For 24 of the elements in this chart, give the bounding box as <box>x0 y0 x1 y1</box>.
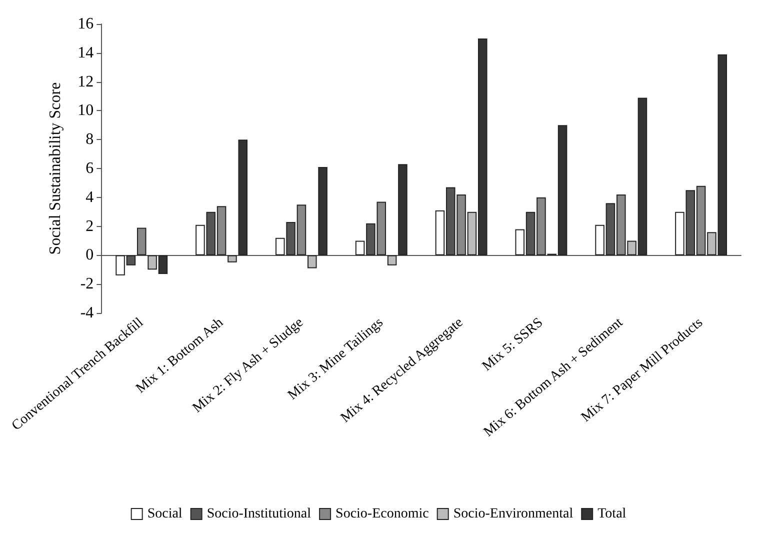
y-tick-label: -2 <box>80 276 94 293</box>
bar <box>318 167 328 256</box>
y-tick-label: 8 <box>86 131 94 148</box>
y-tick-label: 4 <box>86 188 94 206</box>
y-axis-title: Social Sustainability Score <box>47 82 64 255</box>
bar <box>387 255 397 266</box>
y-tick-label: 2 <box>86 218 94 235</box>
y-tick-label: 14 <box>78 44 94 62</box>
y-tick-label: 6 <box>86 160 94 177</box>
legend-label: Socio-Environmental <box>453 506 574 522</box>
y-tick-label: 0 <box>86 246 94 264</box>
y-tick-label: -4 <box>80 304 94 322</box>
bar <box>398 164 408 256</box>
legend-label: Socio-Economic <box>336 506 429 522</box>
y-tick-label: 10 <box>78 102 94 120</box>
bar <box>136 228 146 256</box>
bar <box>307 255 317 268</box>
bar <box>228 255 237 262</box>
bar <box>238 140 248 256</box>
legend-label: Total <box>598 506 626 522</box>
y-tick-label: 12 <box>78 73 94 90</box>
legend-label: Social <box>147 506 182 522</box>
legend-label: Socio-Institutional <box>206 506 312 522</box>
y-tick-label: 16 <box>78 16 94 32</box>
